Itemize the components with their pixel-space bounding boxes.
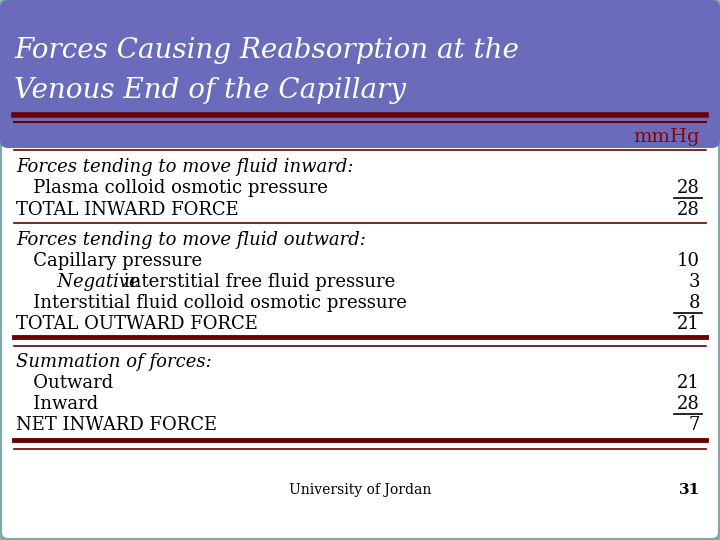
- Text: Forces tending to move fluid inward:: Forces tending to move fluid inward:: [16, 158, 354, 176]
- Text: 21: 21: [677, 315, 700, 333]
- Text: 31: 31: [679, 483, 700, 497]
- Text: 28: 28: [677, 179, 700, 197]
- Text: 3: 3: [688, 273, 700, 291]
- Text: Forces tending to move fluid outward:: Forces tending to move fluid outward:: [16, 231, 366, 249]
- Text: TOTAL OUTWARD FORCE: TOTAL OUTWARD FORCE: [16, 315, 258, 333]
- Text: Forces Causing Reabsorption at the: Forces Causing Reabsorption at the: [14, 37, 519, 64]
- Text: Venous End of the Capillary: Venous End of the Capillary: [14, 77, 406, 104]
- FancyBboxPatch shape: [0, 0, 720, 148]
- Bar: [8, 110, 712, 140]
- Text: University of Jordan: University of Jordan: [289, 483, 431, 497]
- Text: 10: 10: [677, 252, 700, 270]
- Text: Outward: Outward: [16, 374, 113, 392]
- Text: TOTAL INWARD FORCE: TOTAL INWARD FORCE: [16, 201, 239, 219]
- Text: 28: 28: [677, 395, 700, 413]
- Text: Interstitial fluid colloid osmotic pressure: Interstitial fluid colloid osmotic press…: [16, 294, 407, 312]
- Text: Inward: Inward: [16, 395, 98, 413]
- Text: 21: 21: [677, 374, 700, 392]
- Text: 28: 28: [677, 201, 700, 219]
- Text: mmHg: mmHg: [634, 128, 700, 146]
- Text: interstitial free fluid pressure: interstitial free fluid pressure: [118, 273, 395, 291]
- Text: Summation of forces:: Summation of forces:: [16, 353, 212, 371]
- Text: NET INWARD FORCE: NET INWARD FORCE: [16, 416, 217, 434]
- Text: ​Negative: ​Negative: [40, 273, 140, 291]
- Text: 8: 8: [688, 294, 700, 312]
- Text: 7: 7: [688, 416, 700, 434]
- Text: Capillary pressure: Capillary pressure: [16, 252, 202, 270]
- Text: Plasma colloid osmotic pressure: Plasma colloid osmotic pressure: [16, 179, 328, 197]
